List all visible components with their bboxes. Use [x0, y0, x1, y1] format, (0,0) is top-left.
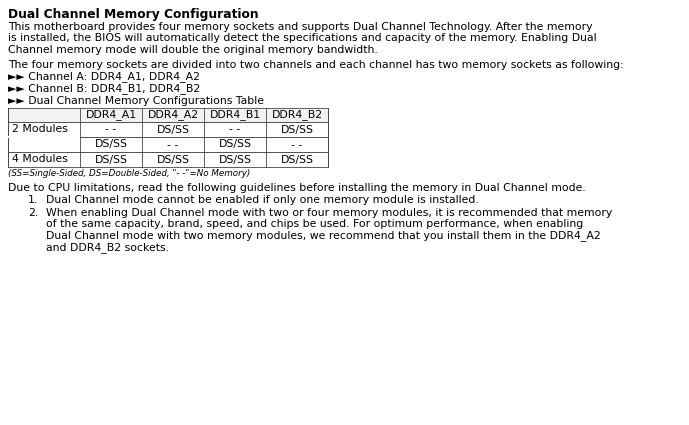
- Bar: [8, 122, 328, 137]
- Text: DS/SS: DS/SS: [156, 155, 189, 164]
- Text: ►► Channel A: DDR4_A1, DDR4_A2: ►► Channel A: DDR4_A1, DDR4_A2: [8, 71, 200, 82]
- Text: 4 Modules: 4 Modules: [12, 155, 68, 164]
- Text: ►► Channel B: DDR4_B1, DDR4_B2: ►► Channel B: DDR4_B1, DDR4_B2: [8, 83, 200, 94]
- Text: 2 Modules: 2 Modules: [12, 125, 68, 134]
- Text: - -: - -: [105, 125, 116, 134]
- Text: Due to CPU limitations, read the following guidelines before installing the memo: Due to CPU limitations, read the followi…: [8, 182, 586, 193]
- Text: - -: - -: [291, 139, 302, 150]
- Text: 2.: 2.: [28, 207, 39, 218]
- Text: DDR4_A1: DDR4_A1: [85, 110, 136, 120]
- Text: of the same capacity, brand, speed, and chips be used. For optimum performance, : of the same capacity, brand, speed, and …: [46, 219, 584, 229]
- Text: DS/SS: DS/SS: [218, 139, 251, 150]
- Text: (SS=Single-Sided, DS=Double-Sided, "- -"=No Memory): (SS=Single-Sided, DS=Double-Sided, "- -"…: [8, 169, 250, 178]
- Text: This motherboard provides four memory sockets and supports Dual Channel Technolo: This motherboard provides four memory so…: [8, 22, 593, 31]
- Text: ►► Dual Channel Memory Configurations Table: ►► Dual Channel Memory Configurations Ta…: [8, 96, 264, 105]
- Text: and DDR4_B2 sockets.: and DDR4_B2 sockets.: [46, 242, 169, 253]
- Text: DS/SS: DS/SS: [94, 155, 127, 164]
- Text: When enabling Dual Channel mode with two or four memory modules, it is recommend: When enabling Dual Channel mode with two…: [46, 207, 613, 218]
- Text: - -: - -: [229, 125, 240, 134]
- Text: Dual Channel Memory Configuration: Dual Channel Memory Configuration: [8, 8, 258, 21]
- Text: DS/SS: DS/SS: [280, 125, 313, 134]
- Text: DDR4_A2: DDR4_A2: [147, 110, 198, 120]
- Text: Dual Channel mode cannot be enabled if only one memory module is installed.: Dual Channel mode cannot be enabled if o…: [46, 195, 479, 205]
- Bar: [8, 137, 328, 152]
- Text: The four memory sockets are divided into two channels and each channel has two m: The four memory sockets are divided into…: [8, 60, 624, 70]
- Text: 1.: 1.: [28, 195, 39, 205]
- Text: - -: - -: [167, 139, 178, 150]
- Text: DS/SS: DS/SS: [218, 155, 251, 164]
- Text: Dual Channel mode with two memory modules, we recommend that you install them in: Dual Channel mode with two memory module…: [46, 230, 601, 241]
- Bar: [8, 108, 328, 122]
- Text: Channel memory mode will double the original memory bandwidth.: Channel memory mode will double the orig…: [8, 45, 378, 54]
- Text: DDR4_B1: DDR4_B1: [209, 110, 260, 120]
- Bar: [8, 152, 328, 167]
- Text: DS/SS: DS/SS: [280, 155, 313, 164]
- Text: DS/SS: DS/SS: [94, 139, 127, 150]
- Text: is installed, the BIOS will automatically detect the specifications and capacity: is installed, the BIOS will automaticall…: [8, 33, 597, 43]
- Text: DDR4_B2: DDR4_B2: [271, 110, 322, 120]
- Text: DS/SS: DS/SS: [156, 125, 189, 134]
